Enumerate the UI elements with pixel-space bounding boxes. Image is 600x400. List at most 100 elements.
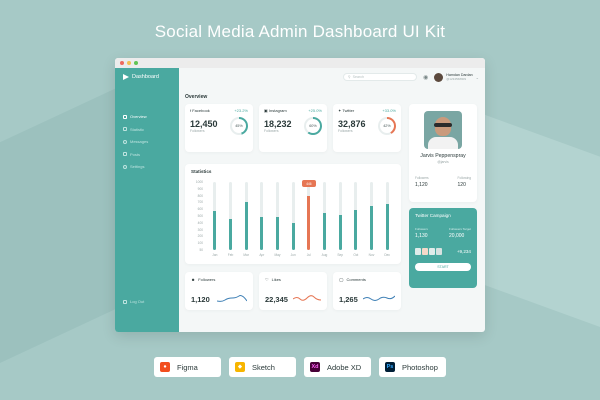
thumbnail (415, 247, 421, 255)
photoshop-badge: Ps Photoshop (379, 357, 446, 377)
x-tick-label: Mar (243, 253, 249, 257)
bar-track (275, 182, 280, 250)
mini-value: 1,265 (339, 295, 358, 304)
bar[interactable] (275, 217, 280, 250)
x-tick-label: Jan (212, 253, 218, 257)
x-tick-label: May (274, 253, 281, 257)
bar[interactable] (213, 210, 217, 250)
instagram-icon: ▣ (264, 108, 269, 113)
sidebar-item-settings[interactable]: Settings (123, 164, 171, 169)
sparkline (217, 295, 247, 302)
grid-icon (123, 114, 127, 119)
change-pct: +25.0% (308, 108, 322, 113)
stat-value: 120 (457, 182, 466, 188)
maximize-dot[interactable] (134, 61, 138, 65)
figma-badge: ● Figma (154, 357, 221, 377)
sidebar-item-messages[interactable]: Messages (123, 139, 171, 144)
change-pct: +23.2% (234, 108, 248, 113)
twitter-card[interactable]: ✦ Twitter +33.0% 32,876 Followers 42% (333, 104, 401, 152)
stat-label: Following (457, 176, 471, 180)
adobe-xd-badge: Xd Adobe XD (304, 357, 371, 377)
ring-pct: 45% (235, 124, 243, 128)
gear-icon (123, 164, 127, 169)
facebook-card[interactable]: f Facebook +23.2% 12,450 Followers 45% (185, 104, 253, 152)
profile-name: Jarvis Peppenspray (420, 153, 466, 159)
platform-name: Twitter (342, 108, 355, 113)
x-tick-label: Oct (353, 253, 359, 257)
x-tick-label: Jun (290, 253, 296, 257)
post-icon (123, 152, 127, 156)
bar-track (228, 182, 233, 250)
user-menu[interactable]: Hamdan Dardan @1234568909 ⌄ (434, 72, 479, 82)
thumbnail (422, 247, 428, 255)
bar[interactable] (385, 203, 389, 250)
brand[interactable]: Dashboard (123, 74, 171, 80)
facebook-icon: f (190, 108, 193, 113)
close-dot[interactable] (120, 61, 124, 65)
profile-followers: Followers 1,120 (415, 176, 429, 188)
photoshop-icon: Ps (385, 362, 395, 372)
bar[interactable] (291, 222, 295, 250)
progress-ring: 60% (304, 117, 322, 135)
y-tick-label: 1000 (195, 180, 203, 184)
stat-value: 1,120 (415, 182, 428, 188)
bar[interactable] (322, 213, 327, 250)
y-tick-label: 300 (197, 227, 203, 232)
statistics-card: Statistics 446 1000 900 800 700 600 500 400 300… (185, 164, 401, 264)
mini-value: 22,345 (265, 295, 288, 304)
y-tick-label: 500 (197, 214, 203, 218)
search-input[interactable]: ⚲ Search (343, 73, 418, 81)
bar-track (291, 182, 295, 250)
y-tick-label: 100 (197, 241, 203, 246)
logout-icon (123, 299, 127, 304)
comment-icon: ◯ (339, 277, 344, 282)
ring-pct: 42% (383, 124, 391, 128)
twitter-label: ✦ Twitter (338, 108, 354, 113)
platform-name: Instagram (268, 108, 287, 113)
sidebar-item-label: Overview (130, 114, 147, 119)
sidebar-item-label: Settings (130, 164, 145, 169)
x-tick-label: Feb (227, 253, 234, 257)
platform-name: Facebook (192, 108, 210, 113)
bar[interactable] (354, 209, 358, 250)
y-tick-label: 700 (197, 200, 203, 205)
minimize-dot[interactable] (127, 61, 131, 65)
y-tick-label: 50 (199, 248, 203, 252)
heart-icon: ♡ (265, 277, 269, 282)
stat-label: Followers (415, 176, 429, 180)
mini-label: Comments (346, 277, 366, 282)
comments-mini-card[interactable]: ◯ Comments 1,265 (333, 272, 401, 310)
bar[interactable] (228, 219, 233, 250)
play-logo-icon (123, 74, 129, 80)
bar[interactable] (369, 205, 374, 250)
campaign-thumbnails: +9,234 (415, 247, 471, 255)
user-name: Hamdan Dardan (446, 72, 473, 77)
follower-count: 12,450 (190, 119, 218, 129)
logout-button[interactable]: Log Out (123, 299, 144, 304)
x-tick-label: Apr (259, 253, 265, 257)
chart-icon (123, 127, 127, 131)
statistics-title: Statistics (191, 169, 212, 174)
bar[interactable] (244, 202, 248, 250)
bar-tooltip: 446 (302, 180, 316, 187)
bell-icon[interactable]: ◉ (423, 74, 429, 81)
followers-mini-card[interactable]: ☻ Followers 1,120 (185, 272, 253, 310)
instagram-card[interactable]: ▣ Instagram +25.0% 18,232 Followers 60% (259, 104, 327, 152)
twitter-campaign-card: Twitter Campaign Followers 1,130 Follower… (409, 208, 477, 288)
ring-pct: 60% (309, 124, 317, 128)
bar-chart: 446 (207, 180, 395, 250)
likes-mini-card[interactable]: ♡ Likes 22,345 (259, 272, 327, 310)
bar[interactable] (307, 195, 311, 250)
x-tick-label: Sep (337, 253, 343, 257)
sidebar: Dashboard Overview Statistic Messages Po… (115, 68, 179, 332)
campaign-value: 1,130 (415, 232, 428, 239)
start-button[interactable]: START (415, 262, 471, 271)
sidebar-item-overview[interactable]: Overview (123, 114, 171, 119)
app-window: Dashboard Overview Statistic Messages Po… (115, 58, 485, 332)
users-icon: ☻ (191, 277, 196, 282)
bar[interactable] (338, 214, 342, 250)
sidebar-item-posts[interactable]: Posts (123, 152, 171, 157)
sidebar-item-statistic[interactable]: Statistic (123, 127, 171, 132)
bar[interactable] (260, 216, 264, 250)
tool-label: Photoshop (402, 362, 438, 372)
